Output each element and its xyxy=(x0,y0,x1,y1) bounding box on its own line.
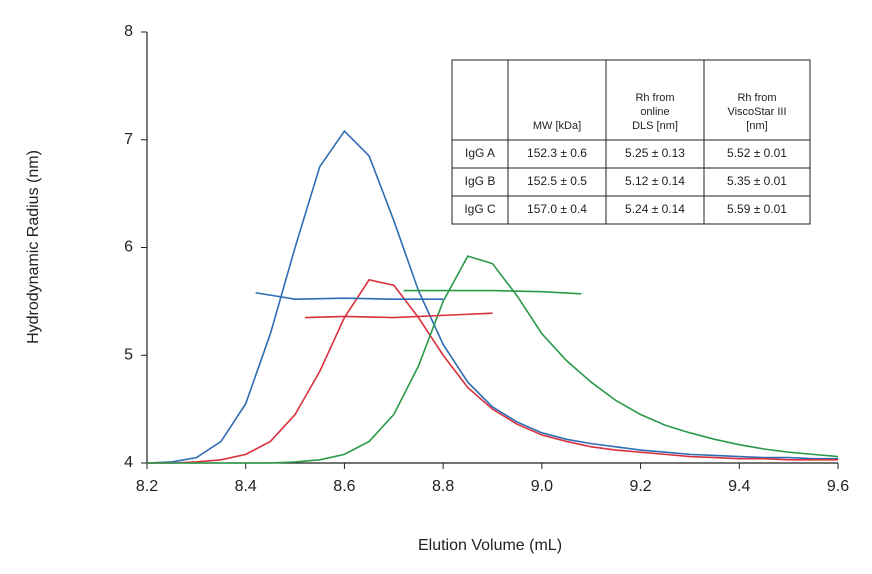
table-cell: 152.3 ± 0.6 xyxy=(527,146,587,160)
data-line xyxy=(255,291,444,301)
table-header: DLS [nm] xyxy=(632,120,678,132)
y-tick-label: 8 xyxy=(124,23,133,40)
table-cell: IgG B xyxy=(465,174,496,188)
data-table: MW [kDa] Rh from online DLS [nm] Rh from Visc… xyxy=(451,59,811,225)
table-header: Rh from xyxy=(737,92,776,104)
x-tick-label: 8.4 xyxy=(235,478,257,495)
table-header: MW [kDa] xyxy=(533,120,581,132)
table-cell: IgG A xyxy=(465,146,495,160)
table-header: [nm] xyxy=(746,120,767,132)
data-line xyxy=(147,278,838,464)
data-line xyxy=(304,312,493,319)
data-line xyxy=(147,255,839,464)
x-tick-label: 9.2 xyxy=(629,478,651,495)
table-cell: 5.24 ± 0.14 xyxy=(625,202,685,216)
y-tick-label: 7 xyxy=(124,131,133,148)
table-header: ViscoStar III xyxy=(727,106,786,118)
table-cell: 152.5 ± 0.5 xyxy=(527,174,587,188)
x-tick-label: 8.8 xyxy=(432,478,454,495)
y-axis-label: Hydrodynamic Radius (nm) xyxy=(25,150,42,344)
table-cell: 5.59 ± 0.01 xyxy=(727,202,787,216)
table-cell: 5.25 ± 0.13 xyxy=(625,146,685,160)
x-tick-label: 9.4 xyxy=(728,478,750,495)
x-tick-label: 8.2 xyxy=(136,478,158,495)
table-cell: 157.0 ± 0.4 xyxy=(527,202,587,216)
table-header: Rh from xyxy=(635,92,674,104)
table-cell: 5.52 ± 0.01 xyxy=(727,146,787,160)
x-tick-label: 9.6 xyxy=(827,478,849,495)
x-tick-label: 8.6 xyxy=(333,478,355,495)
x-axis-label: Elution Volume (mL) xyxy=(418,537,562,554)
table-cell: 5.35 ± 0.01 xyxy=(727,174,787,188)
table-cell: IgG C xyxy=(464,202,496,216)
data-line xyxy=(403,289,582,295)
table-cell: 5.12 ± 0.14 xyxy=(625,174,685,188)
y-tick-label: 4 xyxy=(124,454,133,471)
y-tick-label: 5 xyxy=(124,346,133,363)
x-tick-label: 9.0 xyxy=(531,478,553,495)
y-tick-label: 6 xyxy=(124,239,133,256)
data-line xyxy=(146,129,838,464)
table-bg xyxy=(451,59,811,225)
table-header: online xyxy=(640,106,669,118)
